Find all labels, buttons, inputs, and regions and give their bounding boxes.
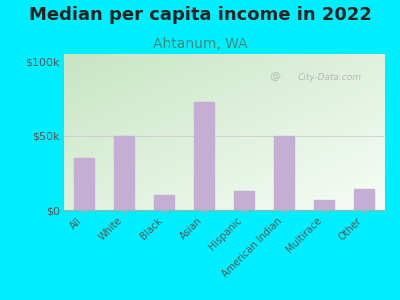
Bar [234,191,254,210]
Text: City-Data.com: City-Data.com [298,73,362,82]
Bar [114,136,134,210]
Bar [154,195,174,210]
Text: Median per capita income in 2022: Median per capita income in 2022 [28,6,372,24]
Text: Ahtanum, WA: Ahtanum, WA [153,38,247,52]
Bar [354,189,374,210]
Text: @: @ [270,71,281,81]
Bar [274,136,294,210]
Bar [314,200,334,210]
Bar [74,158,94,210]
Bar [194,101,214,210]
